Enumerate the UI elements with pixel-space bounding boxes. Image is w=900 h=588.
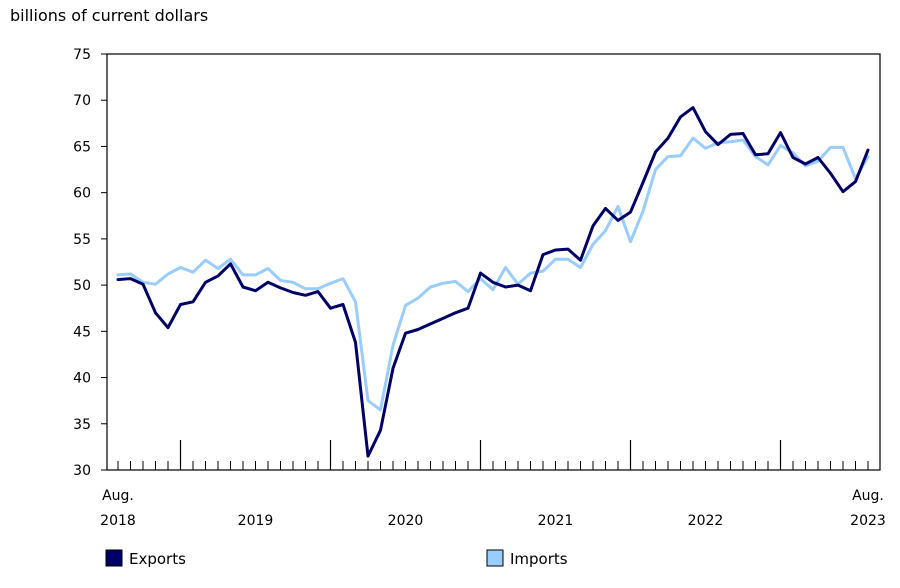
- y-tick-label: 55: [73, 232, 91, 248]
- legend-label-exports: Exports: [129, 550, 186, 568]
- x-tick-label-year: 2019: [238, 513, 274, 529]
- x-tick-label-line1: Aug.: [102, 488, 134, 504]
- legend-swatch-exports: [105, 549, 123, 567]
- x-axis: Aug. 2018 2019 2020 2021 2022 Aug. 2023: [100, 440, 886, 529]
- series-line-imports: [116, 136, 870, 412]
- y-tick-label: 40: [73, 371, 91, 387]
- legend: Exports Imports: [105, 549, 568, 568]
- x-tick-label-year: 2023: [850, 513, 886, 529]
- y-tick-label: 30: [73, 463, 91, 479]
- x-tick-label-year: 2020: [388, 513, 424, 529]
- x-tick-label-line1: Aug.: [852, 488, 884, 504]
- y-tick-label: 35: [73, 417, 91, 433]
- series-line-exports: [116, 106, 870, 458]
- y-tick-label: 70: [73, 93, 91, 109]
- y-tick-label: 60: [73, 186, 91, 202]
- y-axis-ticks: 30 35 40 45 50 55 60 65 70 75: [73, 47, 107, 479]
- y-axis-unit-label: billions of current dollars: [10, 6, 208, 25]
- y-tick-label: 45: [73, 324, 91, 340]
- x-tick-label-year: 2018: [100, 513, 136, 529]
- series-lines: [116, 106, 870, 458]
- x-tick-label-year: 2021: [538, 513, 574, 529]
- y-tick-label: 50: [73, 278, 91, 294]
- x-tick-label-year: 2022: [688, 513, 724, 529]
- y-tick-label: 65: [73, 139, 91, 155]
- y-tick-label: 75: [73, 47, 91, 63]
- legend-label-imports: Imports: [510, 550, 568, 568]
- plot-frame: [106, 53, 881, 471]
- legend-swatch-imports: [486, 549, 504, 567]
